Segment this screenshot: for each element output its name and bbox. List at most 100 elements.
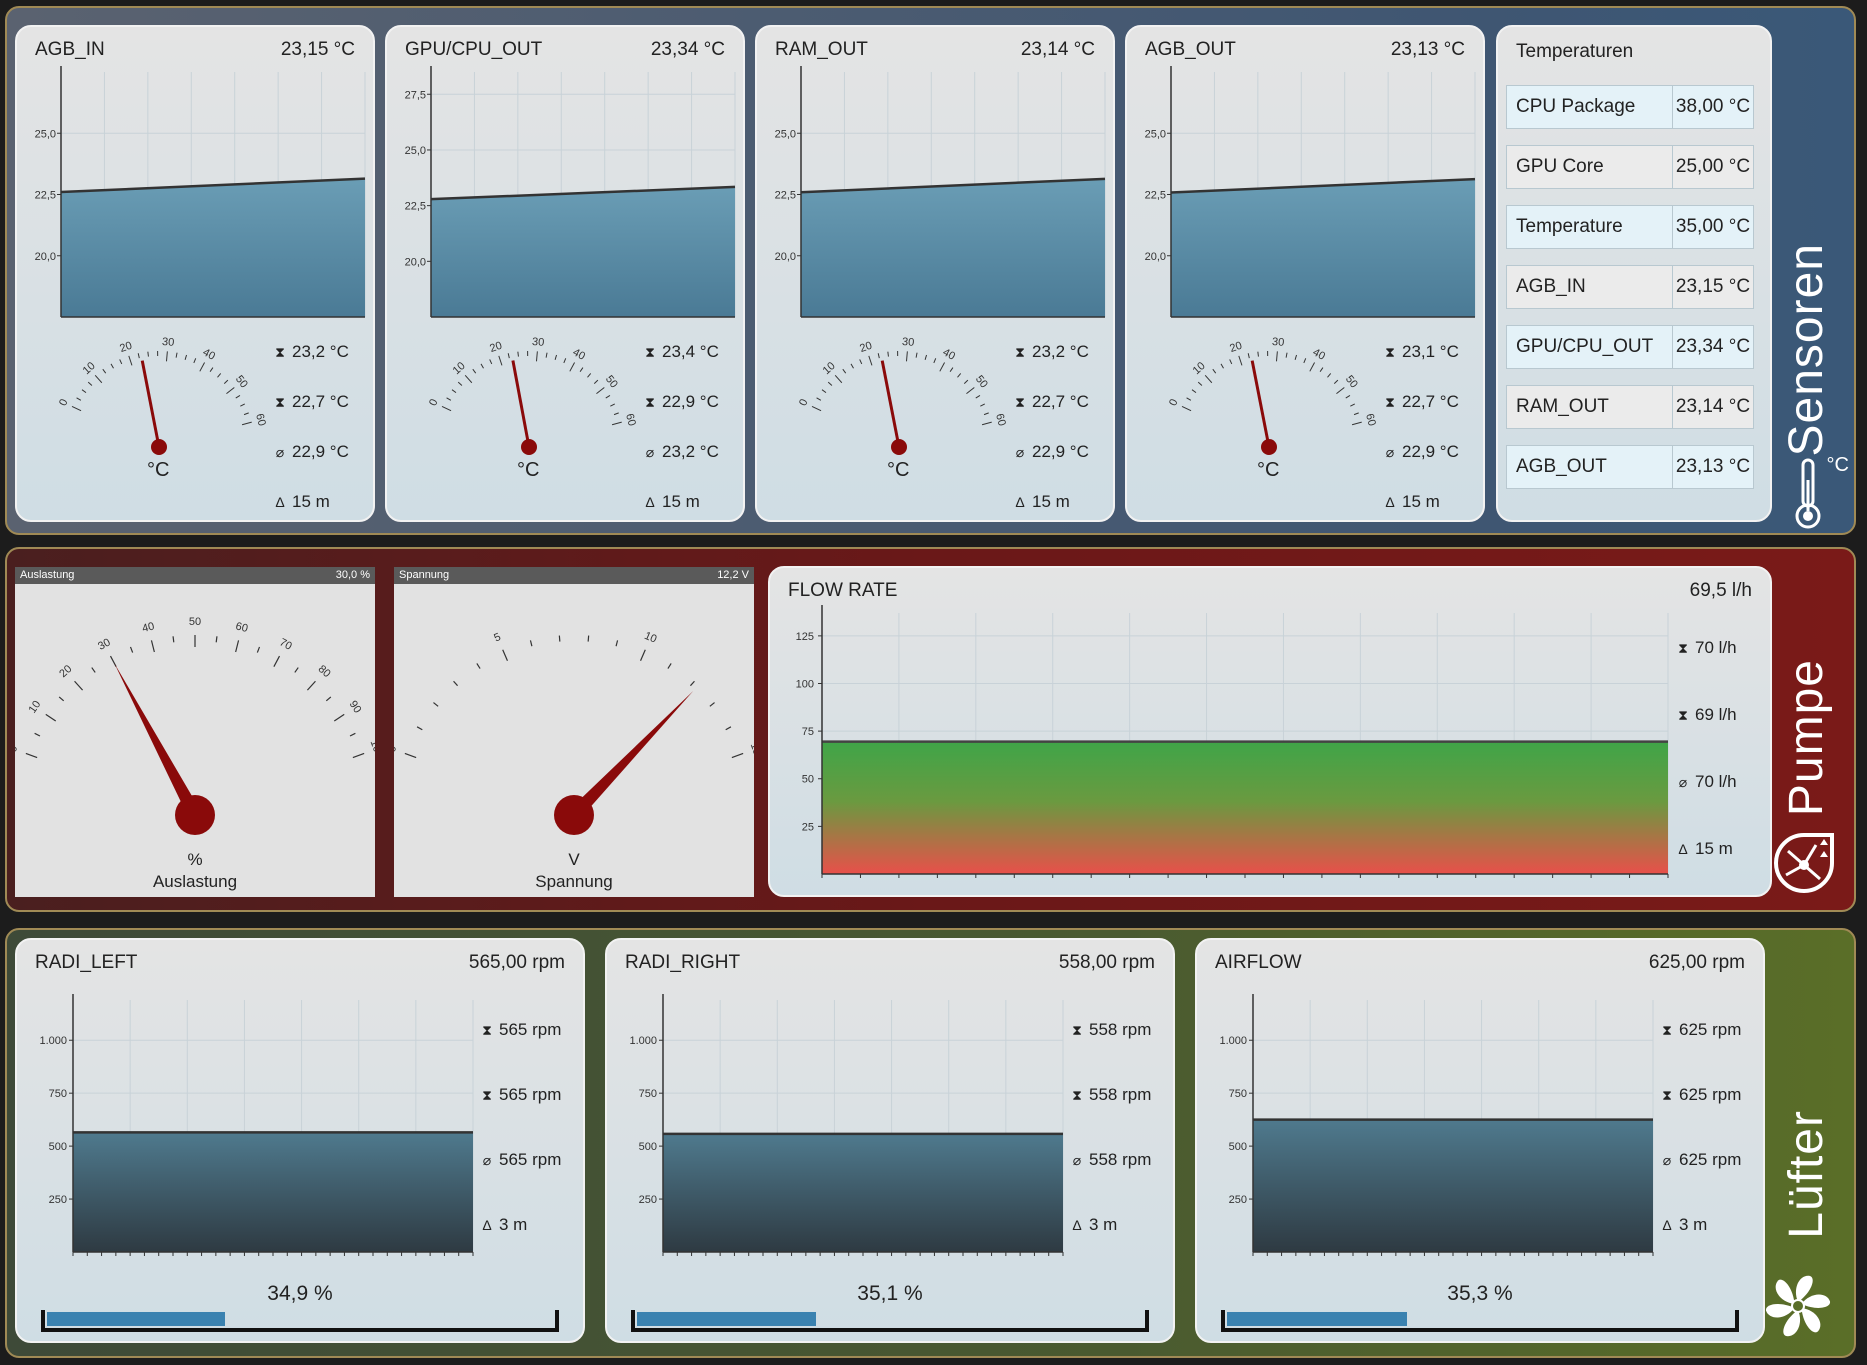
avg-icon: ⌀: [1015, 444, 1025, 460]
y-tick-label: 25,0: [775, 128, 796, 140]
load-gauge-header-value: 30,0 %: [335, 569, 370, 581]
sensor-max-stat: ⧗ 23,2 °C: [272, 342, 349, 362]
temperature-value: 23,13 °C: [1675, 456, 1751, 477]
gauge-tick-label: 0: [57, 397, 70, 408]
sensor-avg-stat: ⌀ 22,9 °C: [1012, 442, 1089, 462]
y-tick-label: 1.000: [39, 1035, 67, 1047]
fan-progress-bar: [1221, 1310, 1739, 1332]
gauge-tick-label: 10: [451, 360, 468, 377]
fan-name: RADI_LEFT: [35, 952, 138, 973]
load-gauge: 0 10 20 30 40 50 60 70 80 90 100: [15, 616, 375, 835]
gauge-tick-label: 60: [234, 620, 249, 635]
fan-name: RADI_RIGHT: [625, 952, 741, 973]
gauge-tick-label: 50: [1343, 373, 1360, 390]
temperature-value: 23,15 °C: [1675, 276, 1751, 297]
gauge-tick-label: 30: [162, 336, 175, 349]
gauge-tick-label: 5: [492, 631, 502, 644]
delta-t-icon: Δ: [1678, 841, 1688, 857]
y-tick-label: 1.000: [629, 1035, 657, 1047]
gauge-tick-label: 60: [253, 412, 268, 427]
y-tick-label: 125: [796, 631, 814, 643]
sensor-avg-stat: ⌀ 23,2 °C: [642, 442, 719, 462]
sensor-name: AGB_OUT: [1145, 39, 1236, 60]
sensor-area: [1171, 179, 1475, 317]
max-icon: ⧗: [645, 344, 655, 360]
gauge-hub: [554, 795, 594, 835]
avg-icon: ⌀: [1072, 1152, 1082, 1168]
sensor-name: AGB_IN: [35, 39, 105, 60]
fan-avg-stat: ⌀ 565 rpm: [479, 1150, 562, 1170]
y-tick-label: 50: [802, 774, 814, 786]
gauge-tick-label: 0: [394, 744, 399, 754]
y-tick-label: 250: [639, 1194, 657, 1206]
fan-min-stat: ⧗ 565 rpm: [479, 1085, 561, 1105]
gauge-tick-label: 0: [1167, 397, 1180, 408]
sensor-card: AGB_OUT 23,13 °C 25,0 22,5 20,0 0 10 20 30 40 50 60…: [1125, 25, 1485, 522]
flow-rate-value: 69,5 l/h: [1689, 580, 1752, 601]
gauge-tick-label: 40: [571, 346, 587, 362]
gauge-tick-label: 50: [603, 373, 620, 390]
sensor-avg-stat: ⌀ 22,9 °C: [1382, 442, 1459, 462]
gauge-tick-label: 0: [797, 397, 810, 408]
gauge-needle: [140, 360, 161, 448]
y-tick-label: 250: [49, 1194, 67, 1206]
gauge-tick-label: 60: [623, 412, 638, 427]
pump-section: Pumpe Auslastung 30,0 % 0 10 20 30 40 50 60 70 8…: [5, 547, 1856, 912]
fan-name: AIRFLOW: [1215, 952, 1302, 973]
temperature-value: 35,00 °C: [1675, 216, 1751, 237]
delta-t-icon: Δ: [1015, 494, 1025, 510]
sensor-dt-stat: Δ 15 m: [1382, 492, 1439, 512]
temperatures-panel: Temperaturen CPU Package 38,00 °C GPU Core…: [1496, 25, 1772, 522]
voltage-gauge-header-value: 12,2 V: [717, 569, 749, 581]
sensor-line: [1170, 177, 1476, 194]
gauge-needle: [511, 360, 531, 448]
sensor-chart: 25,0 22,5 20,0 0 10 20 30 40 50 60: [1145, 66, 1476, 455]
gauge-unit: °C: [147, 459, 170, 481]
gauge-unit: °C: [1257, 459, 1280, 481]
celsius-unit-label: °C: [1826, 454, 1849, 476]
pump-icon: [1774, 833, 1834, 893]
fan-progress-bar: [41, 1310, 559, 1332]
gauge-tick-label: 40: [201, 346, 217, 362]
flow-avg-stat: ⌀ 70 l/h: [1675, 772, 1737, 792]
gauge-needle: [568, 690, 694, 820]
max-icon: ⧗: [1662, 1022, 1672, 1038]
gauge-tick-label: 0: [427, 397, 440, 408]
fan-min-stat: ⧗ 625 rpm: [1659, 1085, 1741, 1105]
fan-rpm-value: 565,00 rpm: [468, 952, 565, 973]
gauge-tick-label: 20: [488, 340, 503, 355]
gauge-unit: °C: [887, 459, 910, 481]
sensor-value: 23,34 °C: [650, 39, 725, 60]
sensor-line: [430, 185, 736, 201]
y-tick-label: 25,0: [405, 145, 426, 157]
y-tick-label: 75: [802, 726, 814, 738]
gauge-tick-label: 10: [27, 699, 44, 716]
y-tick-label: 20,0: [35, 251, 56, 263]
temperature-name: CPU Package: [1507, 86, 1673, 128]
sensor-value: 23,13 °C: [1390, 39, 1465, 60]
gauge-tick-label: 40: [141, 620, 156, 635]
fan-chart: 1.000 750 500 250: [629, 994, 1064, 1256]
delta-t-icon: Δ: [645, 494, 655, 510]
gauge-tick-label: 30: [902, 336, 915, 349]
min-icon: ⧗: [1072, 1087, 1082, 1103]
gauge-hub: [521, 439, 537, 455]
gauge-tick-label: 90: [347, 699, 364, 716]
gauge-tick-label: 30: [1272, 336, 1285, 349]
sensor-min-stat: ⧗ 22,7 °C: [272, 392, 349, 412]
gauge-needle: [880, 360, 901, 448]
y-tick-label: 25: [802, 821, 814, 833]
gauge-hub: [891, 439, 907, 455]
fan-avg-stat: ⌀ 625 rpm: [1659, 1150, 1742, 1170]
sensor-min-stat: ⧗ 22,7 °C: [1012, 392, 1089, 412]
fan-card: RADI_RIGHT 558,00 rpm 1.000 750 500 250 ⧗ 558 r…: [605, 938, 1175, 1343]
fan-card: RADI_LEFT 565,00 rpm 1.000 750 500 250 ⧗ 565 rp…: [15, 938, 585, 1343]
max-icon: ⧗: [1072, 1022, 1082, 1038]
fan-max-stat: ⧗ 625 rpm: [1659, 1020, 1741, 1040]
fan-progress-fill: [637, 1312, 816, 1326]
fan-percent: 35,1 %: [857, 1282, 923, 1305]
temperature-name: AGB_OUT: [1507, 446, 1673, 488]
min-icon: ⧗: [1662, 1087, 1672, 1103]
